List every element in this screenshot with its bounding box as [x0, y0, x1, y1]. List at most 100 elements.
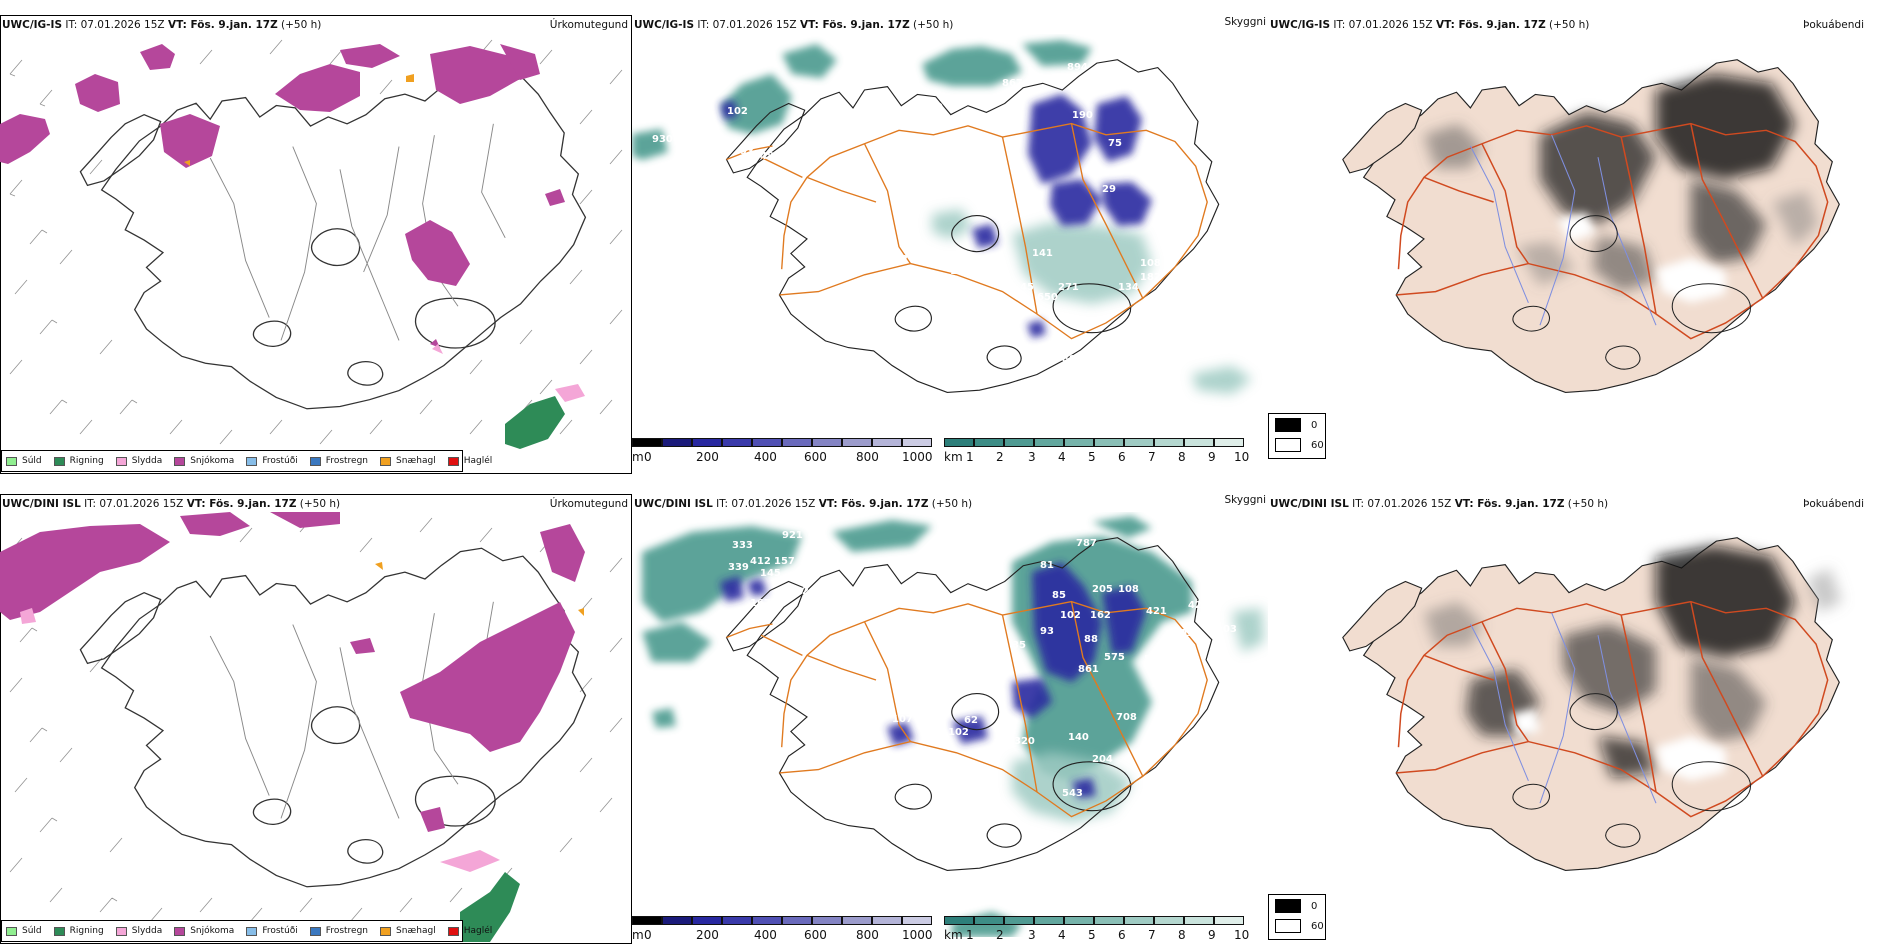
cloud-number: 103 [1216, 624, 1237, 635]
legend-label: Snjókoma [190, 926, 235, 936]
snow-areas [0, 44, 565, 348]
cloud-number: 75 [1108, 138, 1122, 149]
legend-swatch [6, 456, 17, 466]
panel-header: UWC/IG-IS IT: 07.01.2026 15Z VT: Fös. 9.… [634, 19, 953, 31]
fog-swatch-light [1275, 919, 1301, 933]
legend-label: Súld [22, 456, 42, 466]
cloud-number: 867 [1002, 78, 1023, 89]
cloud-number: 268 [802, 586, 823, 597]
visibility-tick: 4 [1058, 928, 1066, 942]
cloud-number: 204 [800, 134, 821, 145]
ceiling-seg [692, 438, 722, 447]
cloud-number: 205 [1092, 584, 1113, 595]
cloud-number: 141 [1032, 248, 1053, 259]
cloud-number: 320 [1014, 736, 1035, 747]
init-time: IT: 07.01.2026 15Z [1348, 498, 1455, 510]
init-time: IT: 07.01.2026 15Z [712, 498, 819, 510]
model-label: UWC/DINI ISL [634, 498, 713, 510]
precip-map [0, 512, 623, 942]
ceiling-seg [632, 438, 662, 447]
visibility-seg [944, 438, 974, 447]
visibility-tick: 8 [1178, 450, 1186, 464]
rain-areas [505, 396, 565, 449]
legend-swatch [53, 456, 65, 466]
cloud-number: 861 [1100, 70, 1121, 81]
visibility-seg [1004, 438, 1034, 447]
visibility-areas [632, 40, 1092, 160]
legend-item: Snjókoma [174, 926, 234, 936]
cloud-number: 85 [1052, 590, 1066, 601]
fog-title: Þokuábendi [1803, 19, 1864, 31]
ceiling-tick: 600 [804, 928, 827, 942]
snow-pellet-areas [184, 74, 414, 166]
legend-label: Snæhagl [396, 926, 436, 936]
model-label: UWC/IG-IS [1270, 19, 1331, 31]
precip-legend: Súld Rigning Slydda Snjókoma Frostúði Fr… [1, 920, 492, 942]
legend-swatch [380, 456, 392, 466]
legend-swatch [246, 456, 258, 466]
cloud-number: 88 [1084, 634, 1098, 645]
precip-legend: Súld Rigning Slydda Snjókoma Frostúði Fr… [1, 450, 492, 472]
snow-pellet-areas [375, 562, 584, 616]
cloud-base-numbers: 930 102 137 93 48 204 870 867 894 861 19… [652, 62, 1161, 365]
legend-swatch [174, 456, 186, 466]
panel-header: UWC/IG-IS IT: 07.01.2026 15Z VT: Fös. 9.… [1270, 19, 1589, 31]
cloud-number: 29 [1102, 184, 1116, 195]
sleet-areas [20, 608, 500, 872]
fog-label: 0 [1311, 901, 1318, 912]
country-outline [725, 59, 1220, 393]
valid-time: VT: Fös. 9.jan. 17Z [818, 498, 929, 510]
rivers [209, 123, 506, 341]
cloud-number: 102 [1060, 610, 1081, 621]
ceiling-tick: 0 [644, 450, 652, 464]
ceiling-seg [782, 916, 812, 925]
ceiling-seg [782, 438, 812, 447]
panel-header: UWC/DINI ISL IT: 07.01.2026 15Z VT: Fös.… [634, 498, 972, 510]
legend-item: Slydda [115, 456, 162, 466]
fog-label: 60 [1311, 440, 1324, 451]
cloud-number: 134 [1118, 282, 1139, 293]
legend-item: Súld [6, 456, 42, 466]
fog-shading [1424, 74, 1819, 292]
ceiling-seg [902, 438, 932, 447]
precip-map [0, 39, 623, 449]
panel-header: UWC/DINI ISL IT: 07.01.2026 15Z VT: Fös.… [2, 498, 340, 510]
cloud-number: 12 [894, 254, 908, 265]
cloud-number: 167 [750, 598, 771, 609]
visibility-tick: 5 [1088, 928, 1096, 942]
visibility-tick: 6 [1118, 450, 1126, 464]
ceiling-seg [632, 916, 662, 925]
legend-item: Slydda [115, 926, 162, 936]
ceiling-tick: 800 [856, 928, 879, 942]
visibility-seg [974, 916, 1004, 925]
ceiling-colorbar: m 0 200 400 600 800 1000 [632, 438, 933, 466]
lead-time: (+50 h) [1545, 19, 1590, 31]
legend-label: Frostregn [325, 926, 369, 936]
fog-map [1342, 537, 1842, 871]
legend-item: Rigning [53, 456, 104, 466]
legend-swatch [53, 926, 65, 936]
legend-label: Snjókoma [190, 456, 235, 466]
clouds-title: Skyggni [1224, 494, 1267, 506]
visibility-tick: 10 [1234, 928, 1250, 942]
cloud-number: 894 [1067, 62, 1088, 73]
ceiling-seg [662, 916, 692, 925]
visibility-tick: 4 [1058, 450, 1066, 464]
model-label: UWC/IG-IS [634, 19, 695, 31]
cloud-number: 162 [1090, 610, 1111, 621]
snow-areas [0, 512, 585, 942]
visibility-areas [642, 516, 1192, 937]
visibility-tick: 7 [1148, 928, 1156, 942]
cloud-number: 921 [782, 530, 803, 541]
visibility-tick: 1 [966, 928, 974, 942]
valid-time: VT: Fös. 9.jan. 17Z [1435, 19, 1546, 31]
fog-swatch-dark [1275, 418, 1301, 432]
visibility-tick: 8 [1178, 928, 1186, 942]
visibility-seg [1154, 916, 1184, 925]
cloud-number: 182 [1140, 272, 1161, 283]
legend-item: Haglél [447, 456, 492, 466]
clouds-title: Skyggni [1224, 16, 1267, 28]
lead-time: (+50 h) [1564, 498, 1609, 510]
row1: UWC/IG-IS IT: 07.01.2026 15Z VT: Fös. 9.… [0, 12, 1900, 482]
visibility-colorbar: km 1 2 3 4 5 6 7 8 9 10 [944, 916, 1250, 944]
